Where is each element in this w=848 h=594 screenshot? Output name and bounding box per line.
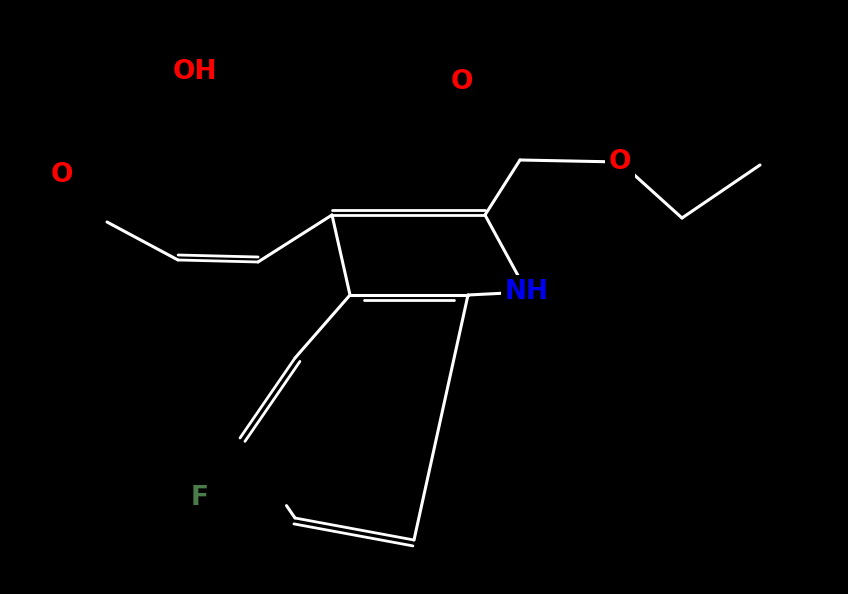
Text: O: O — [51, 162, 73, 188]
Text: OH: OH — [173, 59, 217, 85]
Text: O: O — [609, 149, 631, 175]
Text: F: F — [191, 485, 209, 511]
Text: O: O — [451, 69, 473, 95]
Text: NH: NH — [505, 279, 549, 305]
